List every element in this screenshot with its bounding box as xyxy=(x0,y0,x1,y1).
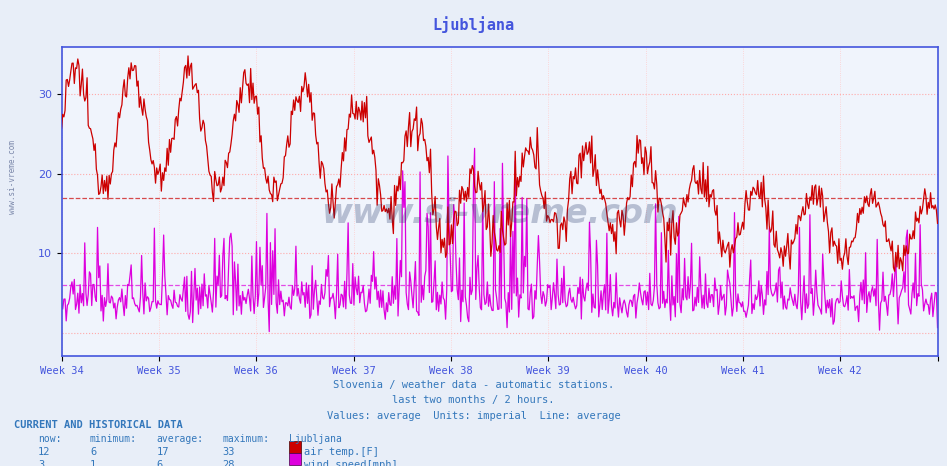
Text: Ljubljana: Ljubljana xyxy=(289,434,342,444)
Text: wind speed[mph]: wind speed[mph] xyxy=(304,460,398,466)
Text: CURRENT AND HISTORICAL DATA: CURRENT AND HISTORICAL DATA xyxy=(14,420,183,430)
Text: 28: 28 xyxy=(223,460,235,466)
Text: www.si-vreme.com: www.si-vreme.com xyxy=(321,198,678,231)
Text: 6: 6 xyxy=(90,447,97,457)
Text: 3: 3 xyxy=(38,460,45,466)
Text: 6: 6 xyxy=(156,460,163,466)
Text: air temp.[F]: air temp.[F] xyxy=(304,447,379,457)
Text: Slovenia / weather data - automatic stations.: Slovenia / weather data - automatic stat… xyxy=(333,380,614,390)
Text: minimum:: minimum: xyxy=(90,434,137,444)
Text: 17: 17 xyxy=(156,447,169,457)
Text: now:: now: xyxy=(38,434,62,444)
Text: maximum:: maximum: xyxy=(223,434,270,444)
Text: 1: 1 xyxy=(90,460,97,466)
Text: 12: 12 xyxy=(38,447,50,457)
Text: Values: average  Units: imperial  Line: average: Values: average Units: imperial Line: av… xyxy=(327,411,620,420)
Text: Ljubljana: Ljubljana xyxy=(433,16,514,33)
Text: average:: average: xyxy=(156,434,204,444)
Text: www.si-vreme.com: www.si-vreme.com xyxy=(8,140,17,214)
Text: 33: 33 xyxy=(223,447,235,457)
Text: last two months / 2 hours.: last two months / 2 hours. xyxy=(392,395,555,405)
